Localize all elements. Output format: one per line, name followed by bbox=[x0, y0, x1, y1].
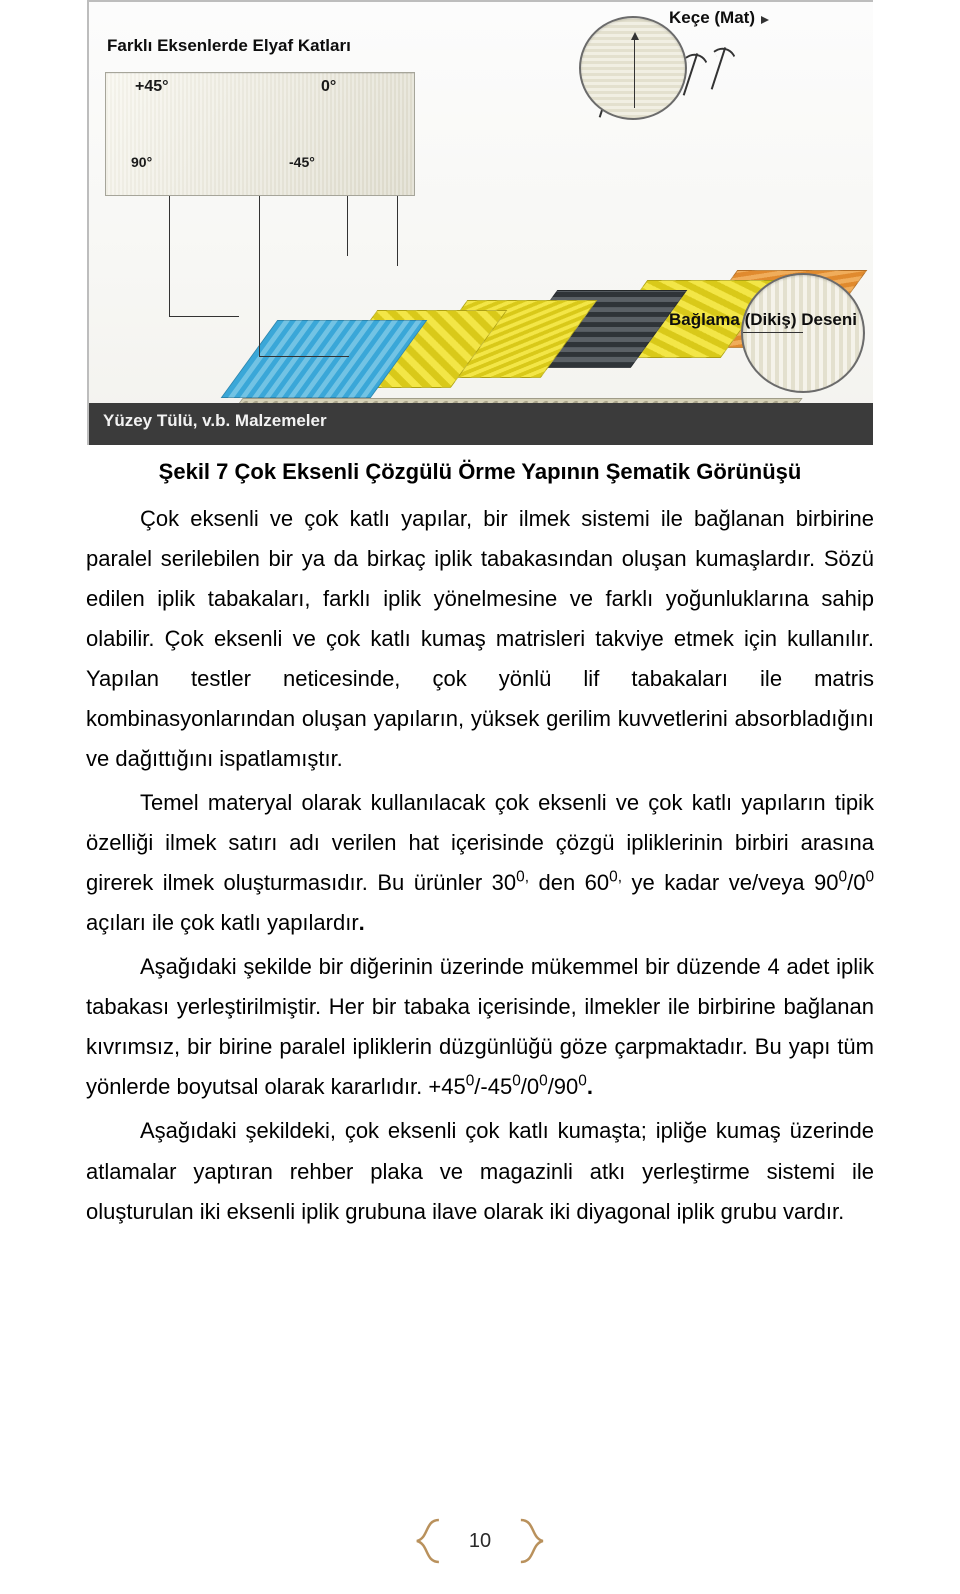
arrow-icon bbox=[761, 16, 769, 24]
p2-dot: . bbox=[359, 910, 365, 935]
sup: 0 bbox=[865, 869, 874, 886]
paragraph-1: Çok eksenli ve çok katlı yapılar, bir il… bbox=[86, 499, 874, 779]
p2-text: /0 bbox=[847, 870, 865, 895]
sup: 0 bbox=[539, 1073, 548, 1090]
p3-text: /0 bbox=[521, 1074, 539, 1099]
paragraph-3: Aşağıdaki şekilde bir diğerinin üzerinde… bbox=[86, 947, 874, 1107]
label-bottom-materials: Yüzey Tülü, v.b. Malzemeler bbox=[103, 411, 327, 431]
leader-line bbox=[169, 196, 170, 316]
p3-text: /-45 bbox=[474, 1074, 512, 1099]
label-fiber-layers: Farklı Eksenlerde Elyaf Katları bbox=[107, 36, 351, 56]
angle-plus45: +45° bbox=[135, 78, 169, 96]
paragraph-2: Temel materyal olarak kullanılacak çok e… bbox=[86, 783, 874, 943]
sup: 0 bbox=[578, 1073, 587, 1090]
figure-caption: Şekil 7 Çok Eksenli Çözgülü Örme Yapının… bbox=[86, 459, 874, 485]
p3-text: /90 bbox=[548, 1074, 579, 1099]
paragraph-4: Aşağıdaki şekildeki, çok eksenli çok kat… bbox=[86, 1111, 874, 1231]
arrow-icon bbox=[631, 32, 639, 40]
page-number: 10 bbox=[459, 1528, 501, 1555]
brace-right-icon bbox=[519, 1518, 545, 1564]
page-number-wrap: 10 bbox=[415, 1518, 545, 1564]
label-dikis: Bağlama (Dikiş) Deseni bbox=[669, 310, 857, 330]
angle-90: 90° bbox=[131, 154, 152, 170]
leader-line bbox=[634, 38, 635, 108]
sup: 0 bbox=[839, 869, 848, 886]
leader-line bbox=[397, 196, 398, 266]
inset-circle-stitch bbox=[741, 273, 865, 393]
leader-line bbox=[259, 356, 349, 357]
sup: 0, bbox=[516, 869, 529, 886]
angle-0: 0° bbox=[321, 78, 336, 96]
leader-line bbox=[169, 316, 239, 317]
p2-text: açıları ile çok katlı yapılardır bbox=[86, 910, 359, 935]
p2-text: den 60 bbox=[529, 870, 609, 895]
angle-minus45: -45° bbox=[289, 154, 315, 170]
leader-line bbox=[259, 196, 260, 356]
sup: 0, bbox=[609, 869, 622, 886]
figure-multiaxial: +45° 0° 90° -45° bbox=[87, 0, 873, 445]
label-kece-mat: Keçe (Mat) bbox=[669, 8, 755, 28]
hook-icon bbox=[696, 44, 735, 108]
brace-left-icon bbox=[415, 1518, 441, 1564]
p2-text: ye kadar ve/veya 90 bbox=[622, 870, 839, 895]
leader-line bbox=[347, 196, 348, 256]
sup: 0 bbox=[466, 1073, 475, 1090]
sup: 0 bbox=[512, 1073, 521, 1090]
p3-dot: . bbox=[587, 1074, 593, 1099]
body-text: Çok eksenli ve çok katlı yapılar, bir il… bbox=[86, 499, 874, 1296]
leader-line bbox=[743, 332, 803, 333]
